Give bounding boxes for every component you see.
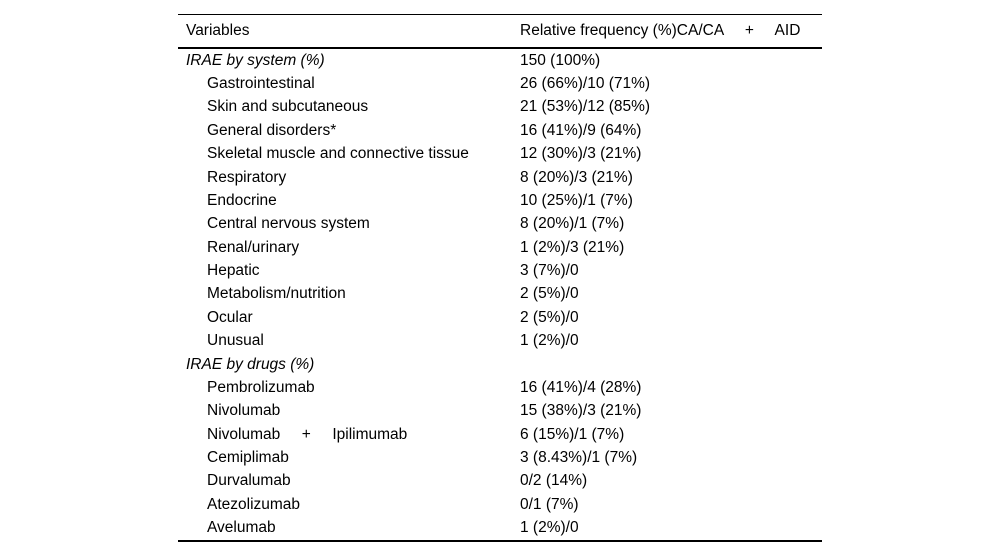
row-label: Metabolism/nutrition: [207, 285, 346, 303]
row-value: 2 (5%)/0: [520, 285, 579, 303]
row-value: 0/2 (14%): [520, 472, 588, 490]
row-value: 150 (100%): [520, 51, 601, 69]
row-label: Central nervous system: [207, 215, 370, 233]
row-value: 1 (2%)/0: [520, 332, 579, 350]
row-value: 16 (41%)/4 (28%): [520, 378, 642, 396]
row-value: 6 (15%)/1 (7%): [520, 425, 625, 443]
table-row: Skeletal muscle and connective tissue 12…: [178, 143, 822, 166]
row-value: 1 (2%)/3 (21%): [520, 238, 625, 256]
row-label: Hepatic: [207, 262, 260, 280]
row-value: 1 (2%)/0: [520, 519, 579, 537]
header-variables: Variables: [186, 22, 250, 39]
row-label: Avelumab: [207, 519, 276, 537]
table-row: Metabolism/nutrition 2 (5%)/0: [178, 283, 822, 306]
table-row: Unusual 1 (2%)/0: [178, 330, 822, 353]
table-header-row: Variables Relative frequency (%)CA/CA + …: [178, 15, 822, 49]
row-value: 0/1 (7%): [520, 495, 579, 513]
row-label: Nivolumab: [207, 402, 281, 420]
row-value: 26 (66%)/10 (71%): [520, 75, 651, 93]
row-value: 10 (25%)/1 (7%): [520, 191, 633, 209]
table-row: Avelumab 1 (2%)/0: [178, 517, 822, 540]
row-label: Skeletal muscle and connective tissue: [207, 145, 469, 163]
row-value: 3 (8.43%)/1 (7%): [520, 449, 638, 467]
row-label: Unusual: [207, 332, 264, 350]
table-row: Gastrointestinal 26 (66%)/10 (71%): [178, 72, 822, 95]
table-row: Nivolumab + Ipilimumab 6 (15%)/1 (7%): [178, 423, 822, 446]
row-value: 12 (30%)/3 (21%): [520, 145, 642, 163]
row-label: Durvalumab: [207, 472, 291, 490]
table-row: Pembrolizumab 16 (41%)/4 (28%): [178, 376, 822, 399]
row-label: Cemiplimab: [207, 449, 289, 467]
table-row: IRAE by drugs (%): [178, 353, 822, 376]
row-value: 2 (5%)/0: [520, 308, 579, 326]
header-relative-frequency: Relative frequency (%)CA/CA + AID: [520, 22, 801, 39]
table-row: Endocrine 10 (25%)/1 (7%): [178, 189, 822, 212]
table-row: Ocular 2 (5%)/0: [178, 306, 822, 329]
table-row: Atezolizumab 0/1 (7%): [178, 493, 822, 516]
row-label: Renal/urinary: [207, 238, 300, 256]
table-row: Renal/urinary 1 (2%)/3 (21%): [178, 236, 822, 259]
row-label: Atezolizumab: [207, 495, 301, 513]
table-body: IRAE by system (%) 150 (100%) Gastrointe…: [178, 49, 822, 542]
row-label: Respiratory: [207, 168, 287, 186]
table-row: Skin and subcutaneous 21 (53%)/12 (85%): [178, 96, 822, 119]
table-row: Cemiplimab 3 (8.43%)/1 (7%): [178, 446, 822, 469]
table-row: Nivolumab 15 (38%)/3 (21%): [178, 400, 822, 423]
row-value: 21 (53%)/12 (85%): [520, 98, 651, 116]
table-row: Respiratory 8 (20%)/3 (21%): [178, 166, 822, 189]
table-row: General disorders* 16 (41%)/9 (64%): [178, 119, 822, 142]
table-row: IRAE by system (%) 150 (100%): [178, 49, 822, 72]
row-value: 15 (38%)/3 (21%): [520, 402, 642, 420]
row-value: 3 (7%)/0: [520, 262, 579, 280]
row-label: IRAE by system (%): [186, 51, 325, 69]
irae-frequency-table: Variables Relative frequency (%)CA/CA + …: [178, 14, 822, 542]
row-label: Ocular: [207, 308, 253, 326]
row-label: Nivolumab + Ipilimumab: [207, 425, 408, 443]
row-label: IRAE by drugs (%): [186, 355, 315, 373]
row-label: Gastrointestinal: [207, 75, 315, 93]
row-value: 16 (41%)/9 (64%): [520, 121, 642, 139]
row-label: General disorders*: [207, 121, 337, 139]
table-row: Central nervous system 8 (20%)/1 (7%): [178, 213, 822, 236]
row-value: 8 (20%)/3 (21%): [520, 168, 633, 186]
row-label: Endocrine: [207, 191, 277, 209]
row-label: Skin and subcutaneous: [207, 98, 369, 116]
table-row: Durvalumab 0/2 (14%): [178, 470, 822, 493]
table-row: Hepatic 3 (7%)/0: [178, 259, 822, 282]
row-label: Pembrolizumab: [207, 378, 315, 396]
row-value: 8 (20%)/1 (7%): [520, 215, 625, 233]
